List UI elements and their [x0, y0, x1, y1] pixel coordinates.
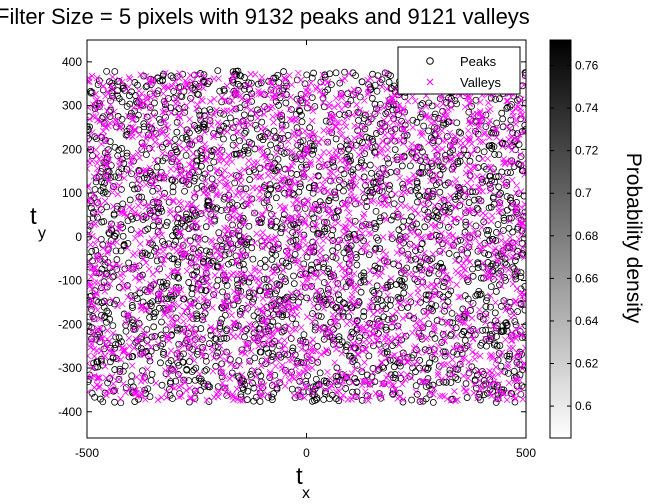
legend: Peaks Valleys	[397, 46, 521, 95]
colorbar-label: Probability density	[622, 153, 645, 324]
legend-peaks-label: Peaks	[460, 54, 497, 69]
x-axis-label-main: t	[296, 463, 303, 490]
y-tick-label: 200	[62, 142, 82, 156]
colorbar-tick-label: 0.66	[575, 271, 599, 285]
y-axis-label: t y	[30, 203, 46, 242]
colorbar-tick-label: 0.62	[575, 357, 599, 371]
y-tick-label: 400	[62, 55, 82, 69]
colorbar-tick-label: 0.74	[575, 101, 599, 115]
x-tick-label: -500	[75, 446, 99, 460]
x-axis-label: t x	[296, 463, 310, 502]
colorbar	[549, 39, 572, 439]
axes: -500 0 500 400 300 200 100 0 -100 -200 -300 -400	[58, 40, 536, 460]
scatter-points	[87, 67, 526, 407]
y-tick-label: 0	[75, 230, 82, 244]
y-tick-label: 100	[62, 186, 82, 200]
y-tick-label: -300	[58, 361, 82, 375]
y-tick-label: 300	[62, 99, 82, 113]
colorbar-tick-label: 0.76	[575, 59, 599, 73]
y-tick-label: -400	[58, 405, 82, 419]
legend-valleys-marker	[426, 78, 434, 86]
colorbar-tick-label: 0.6	[575, 399, 592, 413]
legend-valleys-label: Valleys	[460, 75, 501, 90]
colorbar-tick-label: 0.7	[575, 186, 592, 200]
colorbar-tick-label: 0.64	[575, 314, 599, 328]
colorbar-tick-label: 0.68	[575, 229, 599, 243]
colorbar-ticks: 0.76 0.74 0.72 0.7 0.68 0.66 0.64 0.62 0.6	[550, 59, 599, 413]
x-axis-label-sub: x	[302, 485, 310, 502]
colorbar-tick-label: 0.72	[575, 144, 599, 158]
y-axis-label-main: t	[30, 203, 37, 230]
x-tick-label: 0	[303, 446, 310, 460]
legend-box	[397, 46, 521, 95]
y-tick-label: -100	[58, 274, 82, 288]
valleys-markers	[87, 69, 526, 405]
y-tick-label: -200	[58, 317, 82, 331]
y-axis-label-sub: y	[38, 225, 46, 242]
chart-title: Filter Size = 5 pixels with 9132 peaks a…	[0, 4, 530, 29]
legend-peaks-marker	[426, 57, 434, 65]
x-tick-label: 500	[516, 446, 536, 460]
